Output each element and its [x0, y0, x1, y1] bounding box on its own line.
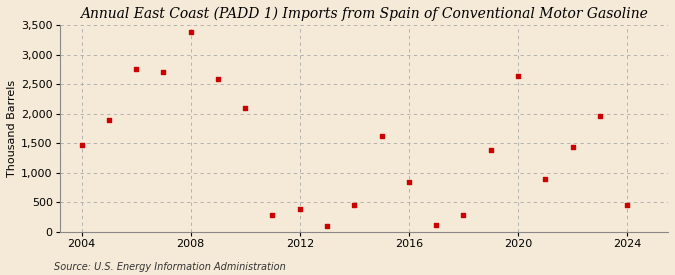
Y-axis label: Thousand Barrels: Thousand Barrels	[7, 80, 17, 177]
Point	[567, 145, 578, 149]
Point	[131, 67, 142, 71]
Point	[76, 143, 87, 147]
Point	[595, 113, 605, 118]
Point	[485, 148, 496, 152]
Point	[158, 70, 169, 75]
Point	[240, 106, 250, 110]
Point	[458, 213, 469, 217]
Point	[322, 224, 333, 228]
Point	[267, 213, 278, 217]
Point	[349, 202, 360, 207]
Point	[431, 223, 441, 227]
Title: Annual East Coast (PADD 1) Imports from Spain of Conventional Motor Gasoline: Annual East Coast (PADD 1) Imports from …	[80, 7, 648, 21]
Point	[622, 203, 632, 207]
Point	[540, 177, 551, 181]
Point	[185, 30, 196, 34]
Point	[103, 118, 114, 122]
Point	[213, 77, 223, 81]
Point	[294, 207, 305, 211]
Point	[376, 134, 387, 138]
Point	[512, 74, 523, 78]
Text: Source: U.S. Energy Information Administration: Source: U.S. Energy Information Administ…	[54, 262, 286, 272]
Point	[404, 180, 414, 185]
